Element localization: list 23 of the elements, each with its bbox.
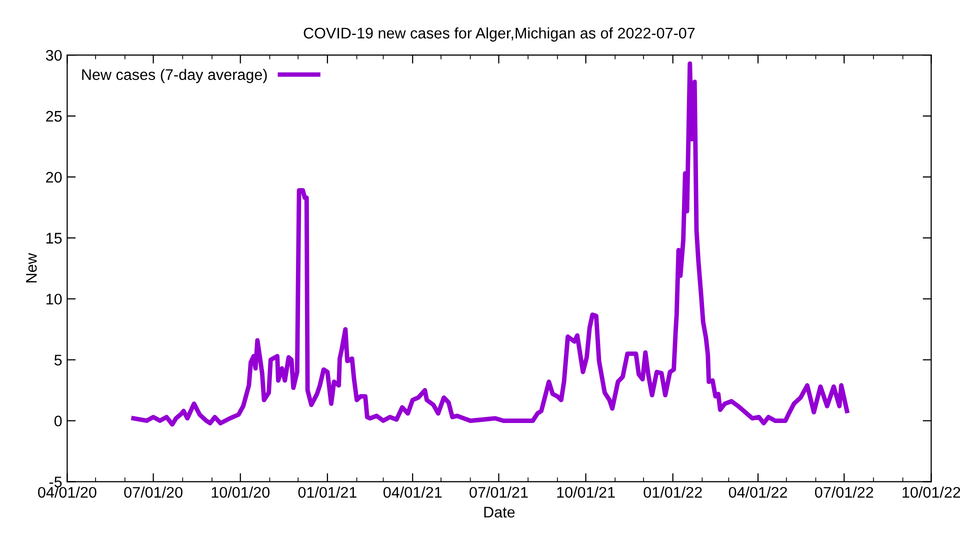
- y-tick-label: 25: [46, 110, 62, 122]
- y-tick-label: 15: [46, 232, 62, 244]
- x-tick-label: 04/01/22: [728, 486, 787, 498]
- y-tick-label: 0: [54, 416, 62, 426]
- legend-label: New cases (7-day average): [82, 68, 267, 84]
- x-tick-label: 04/01/21: [383, 486, 442, 498]
- x-tick-label: 01/01/22: [644, 486, 702, 498]
- x-tick-label: 01/01/21: [298, 486, 356, 498]
- y-tick-label: 5: [54, 354, 62, 366]
- y-tick-label: 10: [46, 294, 62, 305]
- y-tick-label: -5: [49, 476, 62, 488]
- x-tick-label: 10/01/20: [212, 486, 270, 498]
- x-tick-label: 10/01/21: [557, 486, 615, 498]
- x-tick-label: 07/01/22: [815, 486, 874, 498]
- y-tick-label: 30: [46, 50, 62, 61]
- x-tick-label: 07/01/21: [470, 486, 528, 498]
- y-axis-title: New: [26, 253, 37, 282]
- chart-title: COVID-19 new cases for Alger,Michigan as of 2022-07-07: [304, 27, 695, 42]
- x-tick-label: 04/01/20: [38, 486, 96, 498]
- x-tick-label: 07/01/20: [124, 486, 182, 498]
- x-axis-title: Date: [484, 506, 515, 518]
- y-tick-label: 20: [46, 172, 62, 183]
- x-tick-label: 10/01/22: [902, 486, 960, 498]
